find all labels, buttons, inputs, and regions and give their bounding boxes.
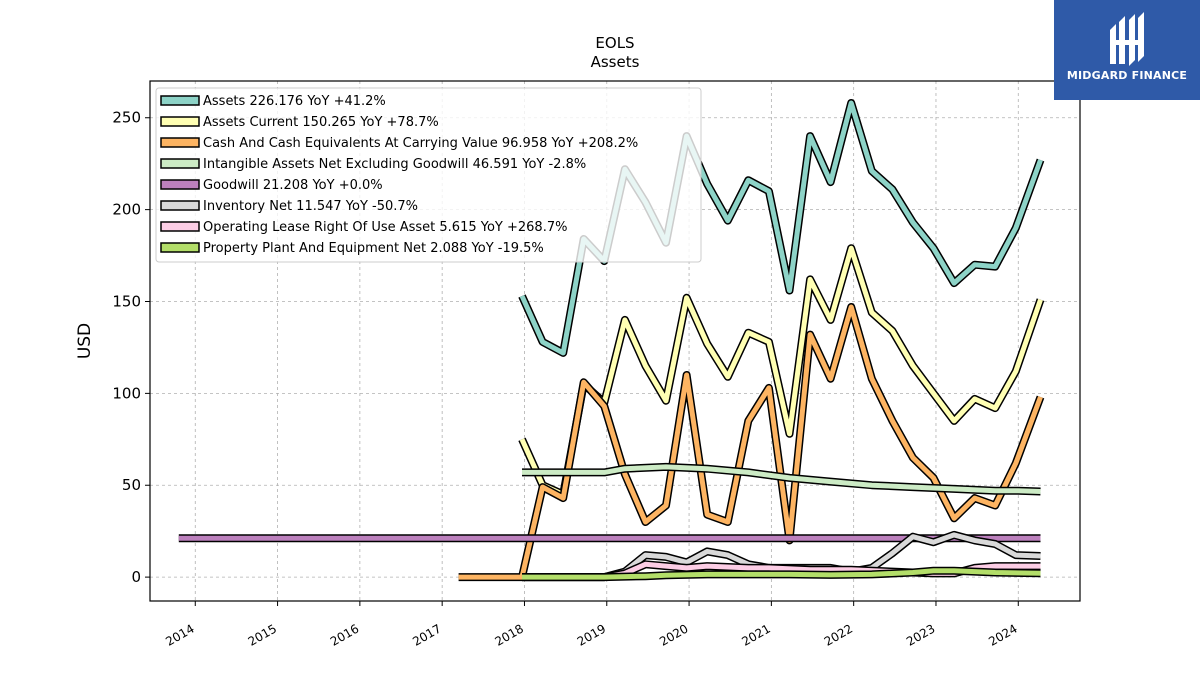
series-stroke [522,568,1041,580]
x-tick-label: 2019 [575,621,608,648]
x-tick-label: 2016 [328,621,361,648]
x-tick-label: 2023 [904,621,937,648]
brand-name: MIDGARD FINANCE [1066,69,1188,82]
y-tick-label: 250 [112,109,141,127]
legend-swatch [160,116,200,127]
x-tick-label: 2017 [410,621,443,648]
x-tick-label: 2018 [493,621,526,648]
series-line-4 [522,462,1041,496]
legend-swatch [160,137,200,148]
series-line-8 [522,566,1041,582]
y-tick-label: 100 [112,384,141,402]
legend-swatch [160,158,200,169]
y-tick-label: 50 [122,476,141,494]
series-layer [178,99,1045,582]
legend-entry: Assets 226.176 YoY +41.2% [203,94,386,109]
plot-frame [149,80,1081,602]
chart-subtitle: Assets [591,53,640,71]
legend-swatch [160,242,200,253]
legend-swatch [160,200,200,211]
series-stroke [522,561,1041,580]
legend-swatch [160,95,200,106]
series-line-2 [518,244,1045,499]
midgard-logo-icon [1110,12,1144,66]
y-tick-label: 0 [131,568,141,586]
x-tick-label: 2015 [246,621,279,648]
legend: Assets 226.176 YoY +41.2% Assets Current … [155,87,702,263]
x-tick-label: 2014 [163,621,196,648]
legend-entry: Operating Lease Right Of Use Asset 5.615… [203,220,567,235]
brand-logo: MIDGARD FINANCE [1054,0,1200,100]
y-tick-label: 150 [112,292,141,310]
x-tick-label: 2020 [657,621,690,648]
legend-entry: Cash And Cash Equivalents At Carrying Va… [203,136,638,151]
series-line-3 [458,303,1045,582]
series-stroke [522,464,1041,494]
legend-entry: Property Plant And Equipment Net 2.088 Y… [203,241,544,256]
legend-entry: Intangible Assets Net Excluding Goodwill… [203,157,586,172]
legend-swatch [160,221,200,232]
legend-entry: Goodwill 21.208 YoY +0.0% [203,178,383,193]
legend-entry: Inventory Net 11.547 YoY -50.7% [203,199,418,214]
series-stroke [458,304,1043,580]
y-axis-label: USD [75,323,95,359]
series-stroke [519,245,1043,497]
legend-box [155,87,702,263]
chart-title: EOLS [595,34,634,52]
x-tick-label: 2021 [739,621,772,648]
y-tick-label: 200 [112,201,141,219]
series-line-7 [522,560,1041,582]
x-tick-label: 2022 [822,621,855,648]
legend-swatch [160,179,200,190]
x-tick-label: 2024 [986,621,1019,648]
legend-entry: Assets Current 150.265 YoY +78.7% [203,115,439,130]
